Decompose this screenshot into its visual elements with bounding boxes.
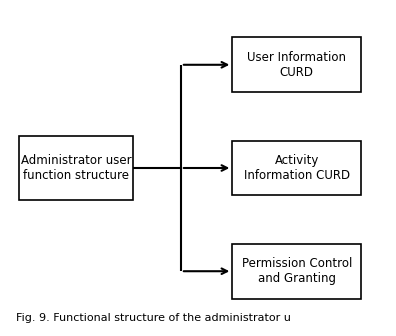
Bar xyxy=(19,136,133,200)
Bar xyxy=(232,244,362,299)
Text: Administrator user
function structure: Administrator user function structure xyxy=(21,154,131,182)
Bar xyxy=(232,140,362,196)
Text: Permission Control
and Granting: Permission Control and Granting xyxy=(242,257,352,285)
Text: Activity
Information CURD: Activity Information CURD xyxy=(244,154,350,182)
Text: Fig. 9. Functional structure of the administrator u: Fig. 9. Functional structure of the admi… xyxy=(15,313,290,323)
Bar xyxy=(232,37,362,92)
Text: User Information
CURD: User Information CURD xyxy=(248,51,346,79)
